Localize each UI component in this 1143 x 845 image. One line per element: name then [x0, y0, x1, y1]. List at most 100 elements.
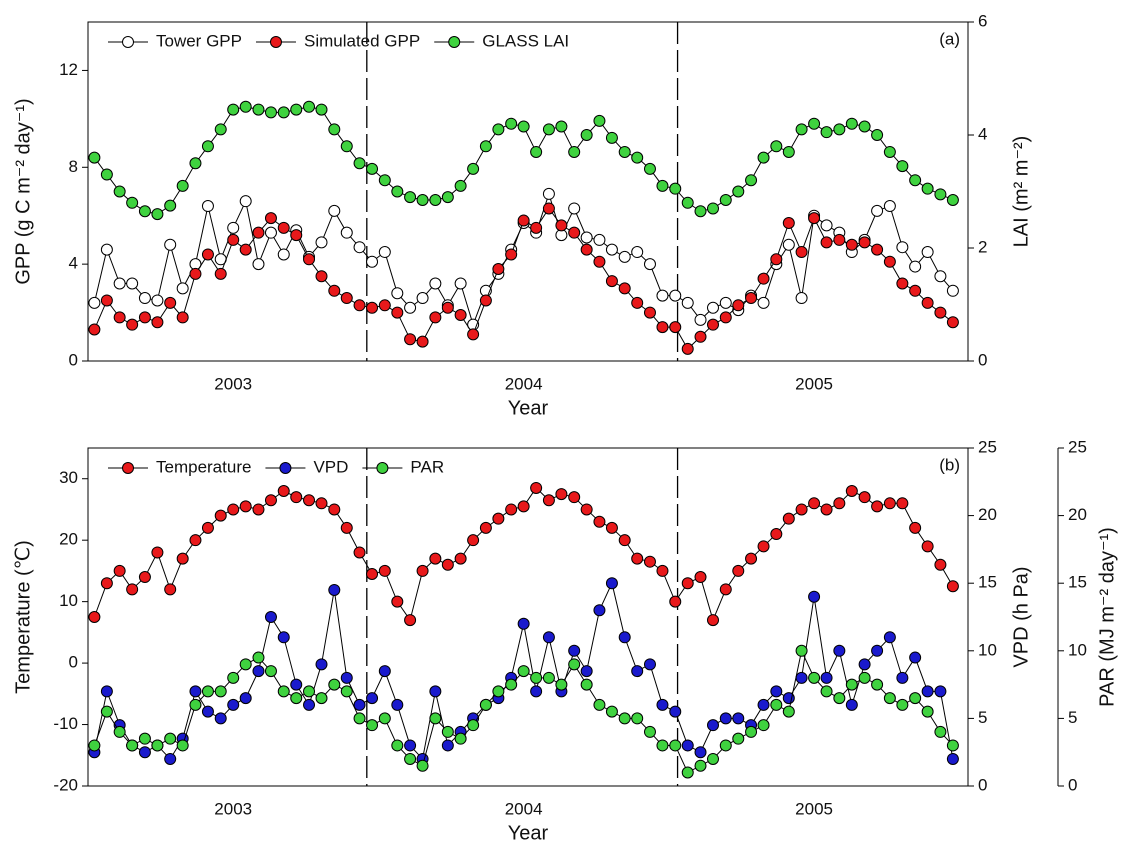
- data-point: [340, 292, 353, 305]
- data-point: [605, 275, 618, 288]
- data-point: [366, 567, 379, 580]
- data-point: [315, 270, 328, 283]
- data-point: [719, 712, 732, 725]
- data-point: [858, 236, 871, 249]
- data-point: [126, 739, 139, 752]
- data-point: [151, 546, 164, 559]
- data-point: [201, 685, 214, 698]
- data-point: [921, 246, 934, 259]
- data-point: [340, 226, 353, 239]
- data-point: [871, 204, 884, 217]
- data-point: [517, 214, 530, 227]
- data-point: [214, 267, 227, 280]
- x-tick-label: 2005: [795, 799, 833, 818]
- data-point: [845, 678, 858, 691]
- data-point: [404, 614, 417, 627]
- data-point: [239, 195, 252, 208]
- data-point: [252, 665, 265, 678]
- data-point: [164, 199, 177, 212]
- data-point: [745, 292, 758, 305]
- data-point: [643, 306, 656, 319]
- y-tick-label: 8: [69, 157, 78, 176]
- data-point: [404, 191, 417, 204]
- data-point: [303, 698, 316, 711]
- data-point: [315, 103, 328, 116]
- legend-label: VPD: [313, 457, 348, 476]
- data-point: [391, 306, 404, 319]
- data-point: [656, 739, 669, 752]
- data-point: [277, 221, 290, 234]
- data-point: [126, 318, 139, 331]
- data-point: [568, 658, 581, 671]
- data-point: [290, 692, 303, 705]
- data-point: [580, 129, 593, 141]
- data-point: [795, 292, 808, 305]
- data-point: [100, 685, 113, 698]
- data-point: [366, 255, 379, 268]
- data-point: [277, 685, 290, 698]
- panel-label: (a): [939, 29, 960, 48]
- data-point: [858, 671, 871, 684]
- data-point: [505, 117, 518, 130]
- data-point: [656, 564, 669, 577]
- data-point: [643, 725, 656, 738]
- data-point: [429, 685, 442, 698]
- data-point: [542, 123, 555, 136]
- data-point: [201, 140, 214, 153]
- data-point: [113, 311, 126, 324]
- data-point: [88, 296, 101, 309]
- data-point: [568, 202, 581, 215]
- data-point: [277, 631, 290, 644]
- data-point: [719, 583, 732, 596]
- data-point: [151, 739, 164, 752]
- data-point: [264, 665, 277, 678]
- data-point: [820, 219, 833, 232]
- data-point: [138, 205, 151, 218]
- legend-label: GLASS LAI: [482, 31, 569, 50]
- data-point: [164, 732, 177, 745]
- data-point: [707, 752, 720, 765]
- axis-title: VPD (h Pa): [1010, 566, 1032, 667]
- data-point: [820, 671, 833, 684]
- data-point: [340, 521, 353, 534]
- data-point: [239, 243, 252, 256]
- data-point: [227, 698, 240, 711]
- data-point: [681, 342, 694, 355]
- data-point: [631, 151, 644, 164]
- data-point: [656, 289, 669, 302]
- axis-title: PAR (MJ m⁻² day⁻¹): [1096, 527, 1118, 707]
- data-point: [871, 644, 884, 657]
- data-point: [833, 692, 846, 705]
- data-point: [429, 712, 442, 725]
- data-point: [745, 174, 758, 187]
- data-point: [264, 212, 277, 225]
- data-point: [252, 651, 265, 664]
- y-tick-label: 15: [1068, 573, 1087, 592]
- data-point: [277, 248, 290, 261]
- data-point: [227, 103, 240, 116]
- data-point: [479, 698, 492, 711]
- data-point: [580, 243, 593, 256]
- data-point: [883, 497, 896, 510]
- data-point: [252, 226, 265, 239]
- data-point: [871, 500, 884, 513]
- data-point: [580, 231, 593, 244]
- data-point: [467, 534, 480, 547]
- data-point: [858, 491, 871, 504]
- data-point: [391, 287, 404, 300]
- data-point: [808, 497, 821, 510]
- data-point: [845, 117, 858, 130]
- y-tick-label: 6: [978, 11, 987, 30]
- data-point: [353, 157, 366, 170]
- data-point: [542, 187, 555, 200]
- data-point: [391, 595, 404, 608]
- data-point: [328, 284, 341, 297]
- data-point: [745, 552, 758, 565]
- data-point: [416, 292, 429, 305]
- data-point: [416, 193, 429, 206]
- data-point: [517, 665, 530, 678]
- data-point: [845, 698, 858, 711]
- data-point: [416, 564, 429, 577]
- data-point: [745, 725, 758, 738]
- y-tick-label: 12: [59, 60, 78, 79]
